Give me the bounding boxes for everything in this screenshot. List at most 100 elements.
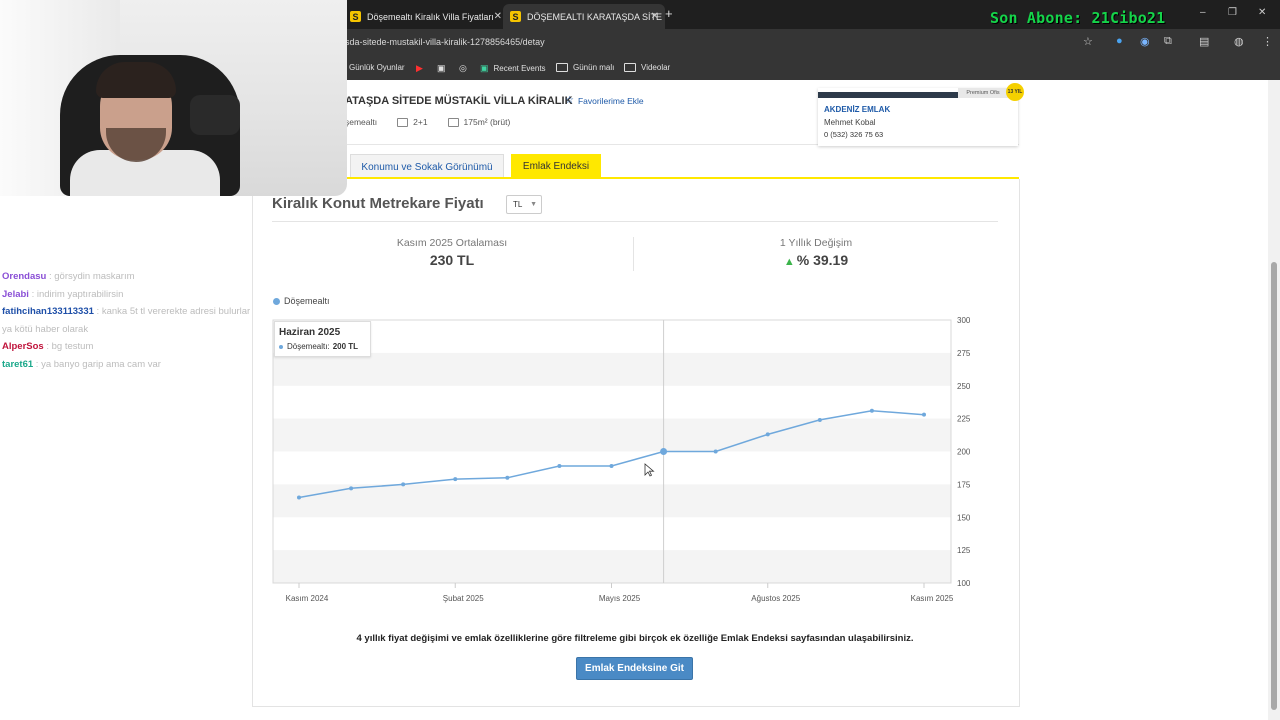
- years-badge: 13 YIL: [1006, 83, 1024, 101]
- y-tick-label: 125 TL: [957, 546, 970, 555]
- close-window-button[interactable]: ✕: [1258, 7, 1267, 18]
- y-tick-label: 200 TL: [957, 448, 970, 457]
- minimize-button[interactable]: –: [1200, 7, 1206, 18]
- extensions-puzzle-icon[interactable]: ⧉: [1164, 35, 1172, 47]
- agent-person: Mehmet Kobal: [824, 118, 876, 127]
- chat-message: taret61 : ya banyo garip ama cam var: [2, 356, 252, 374]
- tooltip-title: Haziran 2025: [279, 327, 341, 338]
- bookmark-recent-events[interactable]: ▣ Recent Events: [480, 63, 546, 73]
- profile-avatar-icon[interactable]: ◍: [1234, 36, 1244, 48]
- data-point: [505, 475, 510, 480]
- info-text: 4 yıllık fiyat değişimi ve emlak özellik…: [356, 633, 914, 644]
- chat-text: : indirim yaptırabilirsin: [28, 288, 124, 300]
- game-bookmark-icon[interactable]: ▣: [437, 63, 446, 73]
- y-tick-label: 300 TL: [957, 316, 970, 325]
- globe-bookmark-icon[interactable]: ◎: [459, 63, 467, 73]
- tooltip-dot: [279, 344, 283, 349]
- divider: [633, 237, 634, 271]
- sahibinden-favicon: S: [350, 11, 361, 22]
- price-line-chart[interactable]: 100 TL 125 TL 150 TL 175 TL 200 TL 225 TL 250 …: [270, 310, 970, 610]
- last-subscriber-overlay: Son Abone: 21Cibo21: [990, 9, 1166, 27]
- grid-band: [273, 550, 951, 583]
- data-point: [713, 449, 718, 454]
- x-tick-label: Mayıs 2025: [599, 594, 641, 603]
- chat-text: : bg testum: [43, 341, 94, 352]
- bed-icon: [397, 117, 409, 127]
- average-value: 230 TL: [429, 252, 475, 268]
- y-tick-label: 275 TL: [957, 349, 970, 358]
- bookmark-gunun-mali[interactable]: Günün malı: [556, 63, 614, 72]
- x-tick-label: Kasım 2024: [286, 594, 329, 603]
- location-prop: şemealtı: [345, 117, 378, 127]
- webcam-overlay: [0, 0, 347, 196]
- streamer-hair: [96, 62, 176, 98]
- chat-username: AlperSos: [2, 341, 44, 352]
- y-tick-label: 250 TL: [957, 382, 970, 391]
- legend-dot: [273, 297, 280, 305]
- tab-location[interactable]: Konumu ve Sokak Görünümü: [350, 154, 504, 179]
- yearly-change-stat: 1 Yıllık Değişim ▲% 39.19: [736, 237, 896, 268]
- area-icon: [447, 117, 459, 127]
- folder-icon: [556, 63, 568, 72]
- bookmark-gunluk-oyunlar[interactable]: Günlük Oyunlar: [349, 63, 405, 72]
- chair-arm: [190, 95, 240, 135]
- premium-office-label: Premium Ofis: [958, 88, 1008, 98]
- url-field[interactable]: sda-sitede-mustakil-villa-kiralik-127885…: [345, 37, 545, 47]
- divider: [343, 144, 1019, 145]
- tab-active-listing[interactable]: S DÖŞEMEALTI KARATAŞDA SİTE ✕: [503, 4, 665, 29]
- agent-card: Premium Ofis 13 YIL AKDENİZ EMLAK Mehmet…: [818, 83, 1024, 146]
- data-point: [609, 463, 614, 468]
- maximize-button[interactable]: ❐: [1228, 7, 1237, 18]
- data-point: [453, 477, 458, 482]
- menu-kebab-icon[interactable]: ⋮: [1262, 36, 1273, 48]
- chat-text: : ya banyo garip ama cam var: [33, 358, 161, 370]
- data-point: [297, 495, 301, 500]
- bookmark-videolar[interactable]: Videolar: [624, 63, 670, 72]
- grid-band: [273, 352, 951, 386]
- x-tick-label: Kasım 2025: [911, 594, 954, 603]
- unit-select[interactable]: TL ▼: [506, 195, 542, 214]
- listing-properties: şemealtı 2+1 175m² (brüt): [345, 117, 530, 127]
- chart-title: Kiralık Konut Metrekare Fiyatı: [272, 195, 484, 212]
- y-tick-label: 175 TL: [957, 480, 970, 489]
- up-arrow-icon: ▲: [783, 256, 795, 268]
- chevron-down-icon: ▼: [530, 201, 537, 208]
- emlak-endeksi-button[interactable]: Emlak Endeksine Git: [576, 657, 693, 680]
- grid-band: [273, 418, 951, 452]
- legend-label: Döşemealtı: [284, 296, 330, 306]
- tab-dosemealti-villa[interactable]: S Döşemealtı Kiralık Villa Fiyatları ✕: [343, 4, 508, 29]
- star-icon: ☆: [565, 95, 574, 106]
- youtube-bookmark-icon[interactable]: ▶: [416, 63, 423, 73]
- chat-message: Jelabi : indirim yaptırabilirsin: [2, 286, 252, 304]
- tab-label: DÖŞEMEALTI KARATAŞDA SİTE: [527, 11, 663, 22]
- scrollbar-thumb[interactable]: [1271, 262, 1277, 710]
- chart-tooltip: Haziran 2025 Döşemealtı: 200 TL: [274, 321, 371, 357]
- data-point: [557, 463, 562, 468]
- extension-icon[interactable]: ●: [1116, 35, 1123, 47]
- tab-emlak-endeksi[interactable]: Emlak Endeksi: [511, 154, 601, 178]
- average-label: Kasım 2025 Ortalaması: [396, 237, 508, 249]
- area-prop: 175m² (brüt): [447, 117, 510, 127]
- stream-chat: Orendasu : görsydin maskarım Jelabi : ind…: [2, 268, 252, 373]
- agent-phone: 0 (532) 326 75 63: [824, 130, 884, 139]
- y-tick-label: 100 TL: [957, 579, 970, 588]
- add-favorite-link[interactable]: ☆ Favorilerime Ekle: [565, 95, 644, 106]
- close-tab-icon[interactable]: ✕: [493, 11, 502, 22]
- rooms-prop: 2+1: [397, 117, 428, 127]
- chart-legend[interactable]: Döşemealtı: [273, 296, 330, 306]
- chat-text: : kanka 5t tl vererekte adresi bulurlar …: [2, 306, 251, 335]
- change-value: % 39.19: [796, 252, 849, 268]
- agent-company[interactable]: AKDENİZ EMLAK: [824, 105, 891, 114]
- tab-underline: [347, 177, 1019, 179]
- audio-icon[interactable]: ◉: [1140, 36, 1150, 48]
- side-panel-icon[interactable]: ▤: [1199, 36, 1210, 48]
- tooltip-row: Döşemealtı: 200 TL: [279, 342, 358, 351]
- data-point: [817, 417, 822, 422]
- endeks-panel: [252, 179, 1020, 707]
- listing-title: ATAŞDA SİTEDE MÜSTAKİL VİLLA KİRALIK: [345, 95, 573, 107]
- close-tab-icon[interactable]: ✕: [650, 11, 659, 22]
- new-tab-button[interactable]: +: [665, 6, 673, 21]
- bookmark-star-icon[interactable]: ☆: [1083, 36, 1093, 48]
- mouse-cursor-icon: [644, 463, 655, 477]
- tab-label: Döşemealtı Kiralık Villa Fiyatları: [367, 11, 494, 22]
